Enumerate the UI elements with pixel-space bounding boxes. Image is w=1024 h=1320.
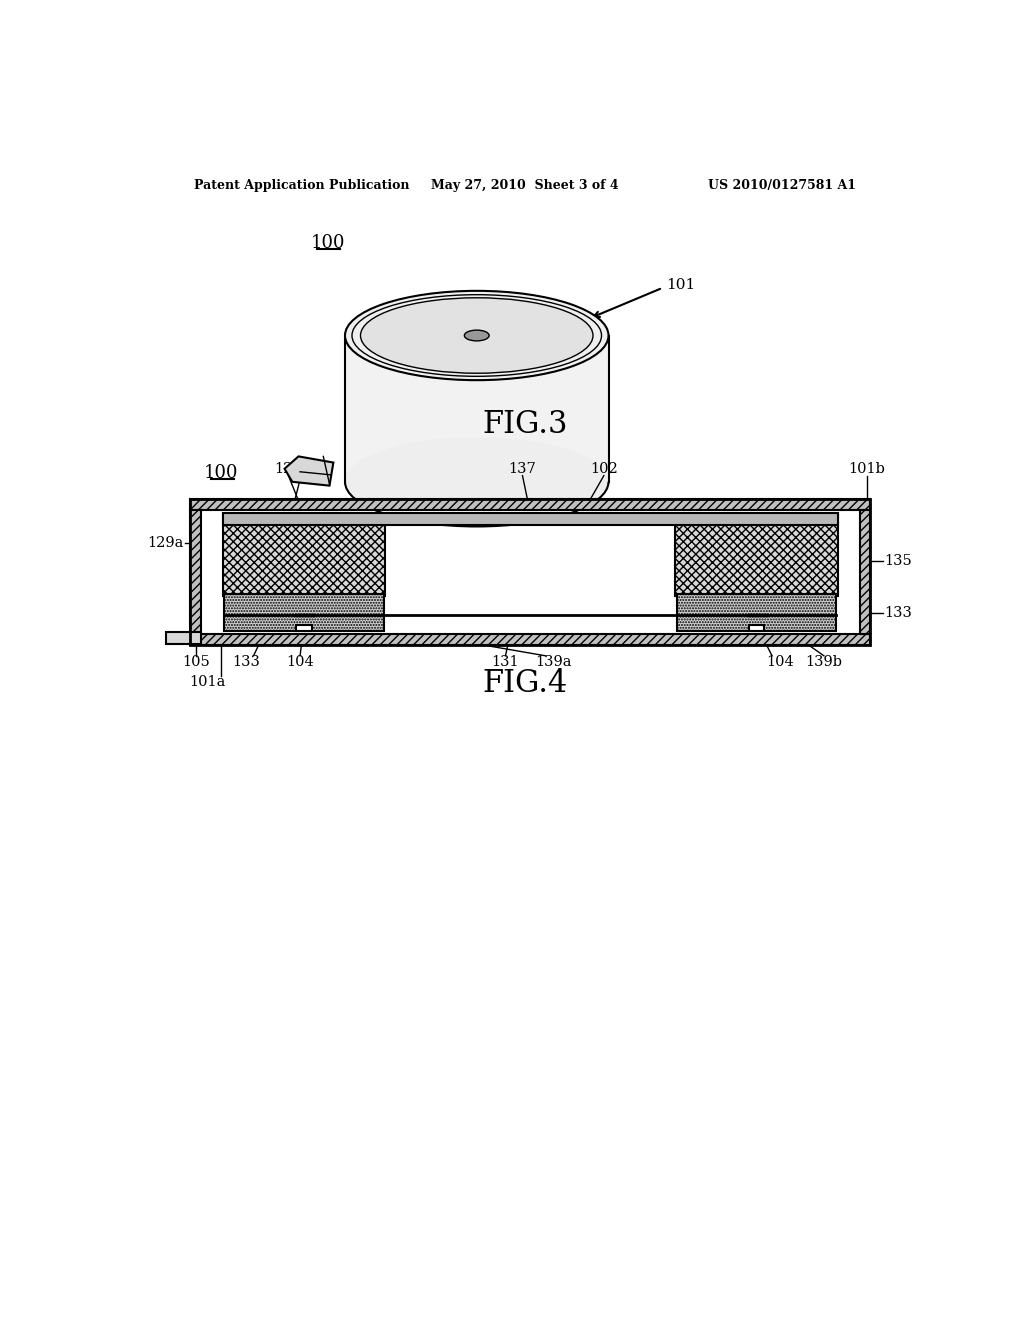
Text: 104: 104 [286, 655, 314, 669]
Bar [675, 513, 838, 595]
Text: FIG.3: FIG.3 [482, 409, 567, 440]
Bar [190, 499, 870, 645]
Bar [190, 499, 870, 510]
Bar [190, 635, 870, 645]
Text: US 2010/0127581 A1: US 2010/0127581 A1 [709, 178, 856, 191]
Polygon shape [345, 335, 608, 482]
Bar [190, 510, 201, 635]
Text: 135: 135 [885, 554, 912, 568]
Text: 101b: 101b [848, 462, 885, 477]
Bar [224, 594, 384, 631]
Text: 102: 102 [590, 462, 617, 477]
Bar [201, 510, 859, 635]
Text: 104: 104 [766, 655, 794, 669]
Ellipse shape [345, 290, 608, 380]
Text: 129: 129 [274, 462, 302, 477]
Text: 139b: 139b [806, 655, 843, 669]
Text: 139a: 139a [536, 655, 571, 669]
Text: FIG.4: FIG.4 [482, 668, 567, 700]
Text: 133: 133 [885, 606, 912, 619]
Ellipse shape [360, 298, 593, 374]
Text: 105: 105 [270, 502, 299, 516]
Text: 131: 131 [492, 655, 519, 669]
Bar [222, 512, 838, 525]
Text: 101a: 101a [188, 675, 225, 689]
Bar [222, 513, 385, 595]
Bar [749, 626, 764, 631]
Text: Patent Application Publication: Patent Application Publication [194, 178, 410, 191]
Polygon shape [285, 457, 334, 486]
Text: 137: 137 [509, 462, 537, 477]
Text: 100: 100 [310, 234, 345, 252]
Text: 100: 100 [204, 463, 239, 482]
Text: 129a: 129a [147, 536, 183, 550]
Text: 101: 101 [667, 279, 696, 293]
Text: 105: 105 [182, 655, 210, 669]
Bar [859, 510, 870, 635]
Ellipse shape [464, 330, 489, 341]
Bar [677, 594, 837, 631]
Text: 133: 133 [231, 655, 260, 669]
Text: May 27, 2010  Sheet 3 of 4: May 27, 2010 Sheet 3 of 4 [431, 178, 618, 191]
Ellipse shape [345, 437, 608, 527]
Bar [296, 626, 311, 631]
Bar [166, 632, 201, 644]
